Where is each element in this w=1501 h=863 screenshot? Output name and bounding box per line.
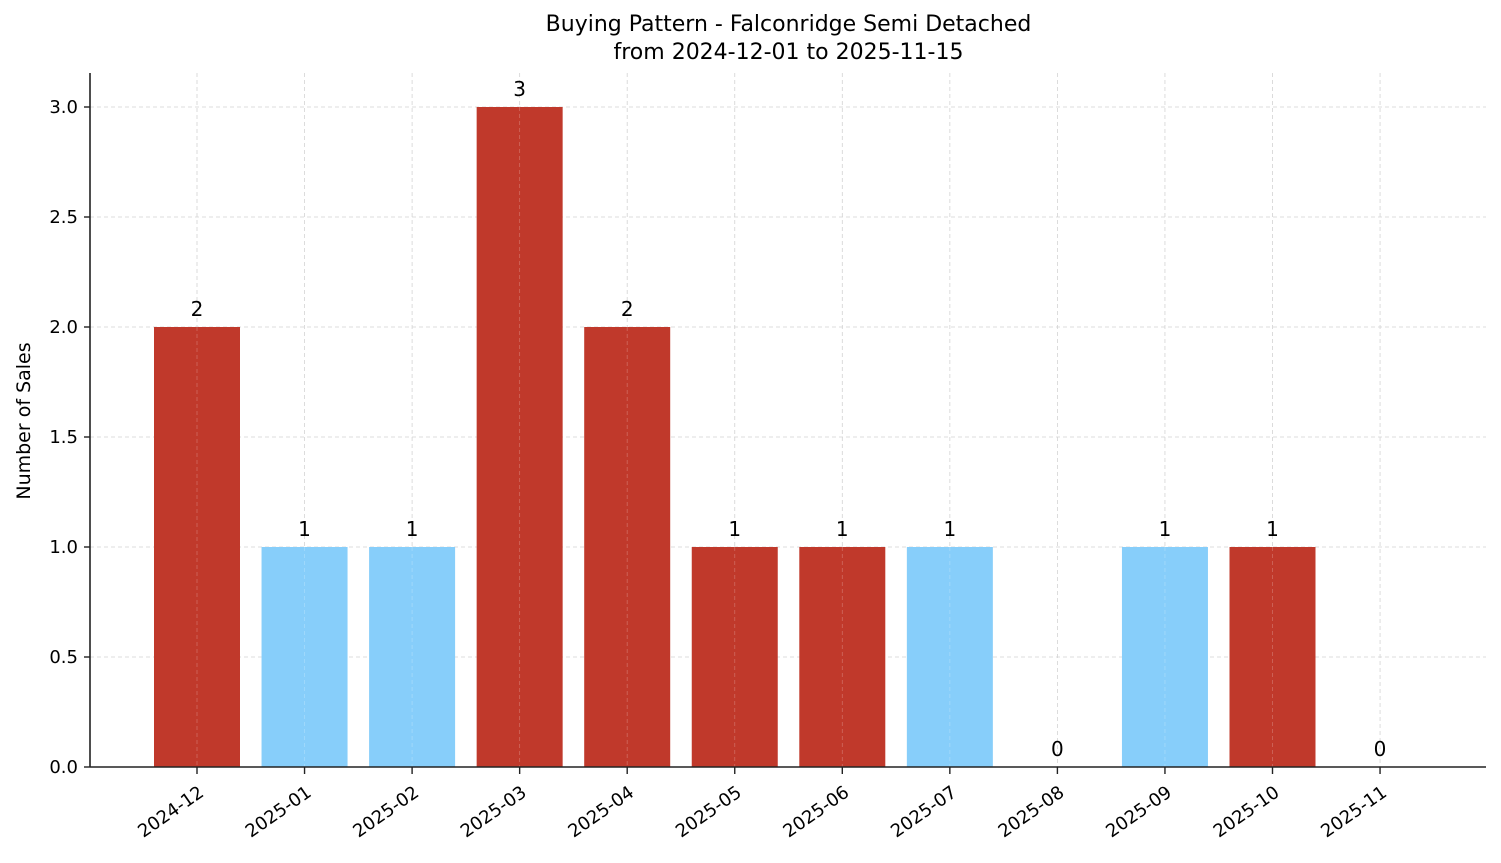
data-label: 1: [943, 517, 956, 541]
bar-2025-01: [261, 547, 348, 767]
data-label: 3: [513, 77, 526, 101]
y-axis-label: Number of Sales: [13, 342, 35, 499]
x-tick-label: 2025-05: [672, 782, 746, 842]
bar-2025-09: [1121, 547, 1208, 767]
x-tick-label: 2025-02: [349, 782, 423, 842]
y-tick-label: 0.0: [49, 757, 78, 778]
bar-2025-04: [584, 327, 671, 767]
data-label: 1: [1266, 517, 1279, 541]
x-tick-label: 2025-09: [1102, 782, 1176, 842]
y-tick-label: 0.5: [49, 647, 78, 668]
x-tick-label: 2025-01: [242, 782, 316, 842]
data-label: 2: [191, 297, 204, 321]
axes: [89, 73, 1486, 768]
bar-2025-02: [369, 547, 456, 767]
bar-2025-03: [476, 107, 563, 767]
data-label: 1: [1159, 517, 1172, 541]
x-tick-label: 2025-06: [780, 782, 854, 842]
x-ticks: 2024-12 2025-01 2025-02 2025-03 2025-04 2025-…: [134, 767, 1391, 842]
bar-2025-06: [799, 547, 886, 767]
y-tick-label: 1.5: [49, 427, 78, 448]
data-label: 2: [621, 297, 634, 321]
x-tick-label: 2025-04: [564, 782, 638, 842]
x-tick-label: 2025-03: [457, 782, 531, 842]
x-tick-label: 2025-08: [995, 782, 1069, 842]
data-labels: 2 1 1 3 2 1 1 1 0 1 1 0: [191, 77, 1387, 761]
x-tick-label: 2025-07: [887, 782, 961, 842]
y-tick-label: 1.0: [49, 537, 78, 558]
data-label: 1: [728, 517, 741, 541]
bar-2024-12: [154, 327, 240, 767]
y-ticks: 0.0 0.5 1.0 1.5 2.0 2.5 3.0: [49, 97, 90, 778]
data-label: 1: [298, 517, 311, 541]
bar-2025-05: [691, 547, 778, 767]
data-label: 0: [1051, 737, 1064, 761]
y-tick-label: 2.0: [49, 317, 78, 338]
bar-2025-07: [906, 547, 993, 767]
y-tick-label: 3.0: [49, 97, 78, 118]
chart-title-line: Buying Pattern - Falconridge Semi Detach…: [545, 12, 1032, 37]
chart-subtitle: from 2024-12-01 to 2025-11-15: [613, 40, 964, 65]
x-tick-label: 2024-12: [134, 782, 208, 842]
data-label: 1: [836, 517, 849, 541]
bar-2025-10: [1229, 547, 1316, 767]
data-label: 1: [406, 517, 419, 541]
chart-title: Buying Pattern - Falconridge Semi Detach…: [0, 11, 1501, 67]
x-tick-label: 2025-11: [1317, 782, 1391, 842]
bars: [154, 107, 1316, 767]
data-label: 0: [1374, 737, 1387, 761]
y-tick-label: 2.5: [49, 207, 78, 228]
x-tick-label: 2025-10: [1210, 782, 1284, 842]
